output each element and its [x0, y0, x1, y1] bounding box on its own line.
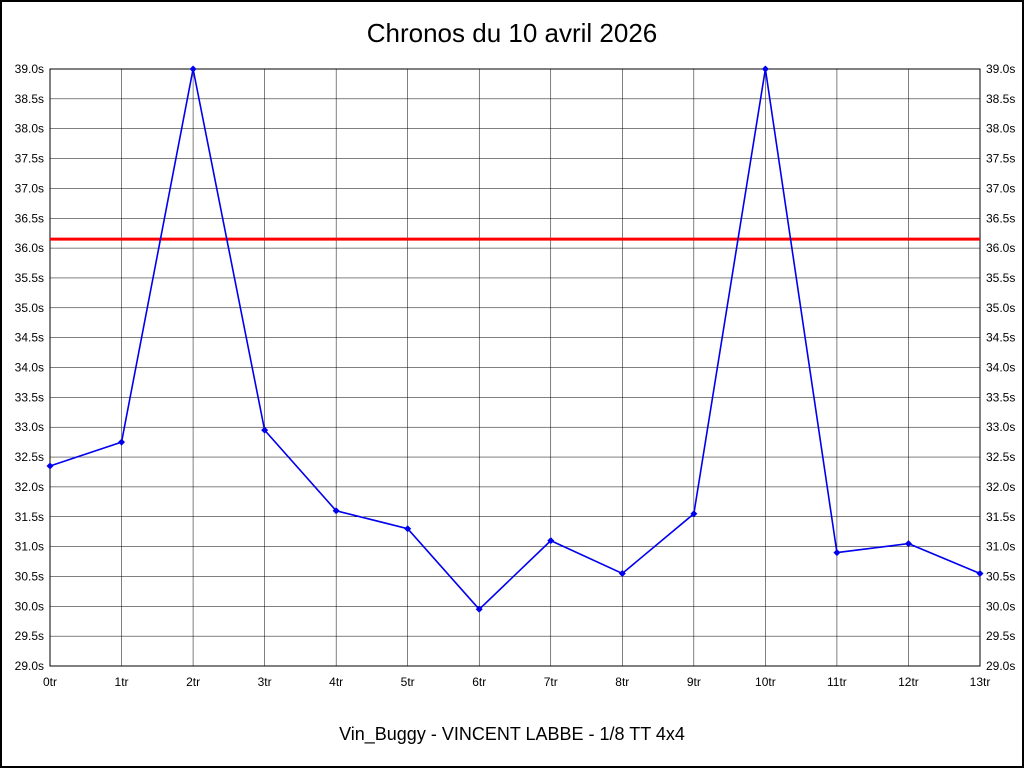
y-tick-label-left: 38.5s — [15, 92, 44, 106]
y-tick-label-left: 37.5s — [15, 152, 44, 166]
y-tick-label-left: 37.0s — [15, 181, 44, 195]
y-tick-label-right: 38.5s — [986, 92, 1015, 106]
y-tick-label-left: 31.0s — [15, 540, 44, 554]
data-point-marker — [618, 569, 626, 577]
x-tick-label: 0tr — [43, 675, 57, 689]
x-tick-label: 10tr — [755, 675, 776, 689]
x-tick-label: 2tr — [186, 675, 200, 689]
y-tick-label-left: 29.5s — [15, 629, 44, 643]
x-tick-label: 11tr — [827, 675, 847, 689]
y-tick-label-left: 33.5s — [15, 390, 44, 404]
y-tick-label-right: 33.0s — [986, 420, 1015, 434]
y-tick-label-left: 30.0s — [15, 599, 44, 613]
y-tick-label-right: 37.5s — [986, 152, 1015, 166]
y-tick-label-left: 36.5s — [15, 211, 44, 225]
x-tick-label: 6tr — [472, 675, 486, 689]
y-tick-label-left: 31.5s — [15, 510, 44, 524]
data-point-marker — [690, 510, 698, 518]
y-tick-label-right: 38.0s — [986, 122, 1015, 136]
data-point-marker — [475, 605, 483, 613]
y-tick-label-left: 35.5s — [15, 271, 44, 285]
data-point-marker — [118, 438, 126, 446]
y-tick-label-left: 30.5s — [15, 569, 44, 583]
y-tick-label-right: 34.5s — [986, 331, 1015, 345]
y-tick-label-right: 35.5s — [986, 271, 1015, 285]
y-tick-label-right: 33.5s — [986, 390, 1015, 404]
y-tick-label-right: 32.5s — [986, 450, 1015, 464]
y-tick-label-left: 34.5s — [15, 331, 44, 345]
x-tick-label: 8tr — [615, 675, 629, 689]
data-point-marker — [332, 507, 340, 515]
x-tick-label: 7tr — [544, 675, 558, 689]
x-tick-label: 12tr — [898, 675, 919, 689]
data-point-marker — [976, 569, 984, 577]
data-point-marker — [761, 65, 769, 73]
y-tick-label-right: 32.0s — [986, 480, 1015, 494]
x-tick-label: 13tr — [970, 675, 991, 689]
y-tick-label-left: 36.0s — [15, 241, 44, 255]
y-tick-label-left: 39.0s — [15, 62, 44, 76]
y-tick-label-left: 32.0s — [15, 480, 44, 494]
x-tick-label: 4tr — [329, 675, 343, 689]
y-tick-label-left: 29.0s — [15, 659, 44, 673]
y-tick-label-right: 36.5s — [986, 211, 1015, 225]
chart-caption: Vin_Buggy - VINCENT LABBE - 1/8 TT 4x4 — [339, 724, 685, 744]
y-tick-label-left: 34.0s — [15, 361, 44, 375]
y-tick-label-right: 29.5s — [986, 629, 1015, 643]
y-tick-label-right: 36.0s — [986, 241, 1015, 255]
data-point-marker — [46, 462, 54, 470]
y-tick-label-right: 37.0s — [986, 181, 1015, 195]
y-tick-label-left: 35.0s — [15, 301, 44, 315]
y-tick-label-right: 29.0s — [986, 659, 1015, 673]
y-tick-label-left: 38.0s — [15, 122, 44, 136]
data-point-marker — [904, 540, 912, 548]
data-point-marker — [404, 525, 412, 533]
data-point-marker — [261, 426, 269, 434]
y-tick-label-right: 34.0s — [986, 361, 1015, 375]
data-point-marker — [547, 537, 555, 545]
x-tick-label: 9tr — [687, 675, 701, 689]
y-tick-label-left: 33.0s — [15, 420, 44, 434]
plot-frame — [49, 68, 981, 667]
y-tick-label-right: 39.0s — [986, 62, 1015, 76]
chart-title: Chronos du 10 avril 2026 — [366, 18, 658, 48]
y-tick-label-right: 30.0s — [986, 599, 1015, 613]
x-tick-label: 5tr — [401, 675, 415, 689]
data-point-marker — [833, 549, 841, 557]
lap-times-line — [49, 68, 981, 611]
x-tick-label: 3tr — [258, 675, 272, 689]
y-tick-label-right: 35.0s — [986, 301, 1015, 315]
y-tick-label-right: 31.5s — [986, 510, 1015, 524]
x-tick-label: 1tr — [115, 675, 129, 689]
data-point-marker — [189, 65, 197, 73]
y-tick-label-left: 32.5s — [15, 450, 44, 464]
y-tick-label-right: 30.5s — [986, 569, 1015, 583]
y-tick-label-right: 31.0s — [986, 540, 1015, 554]
